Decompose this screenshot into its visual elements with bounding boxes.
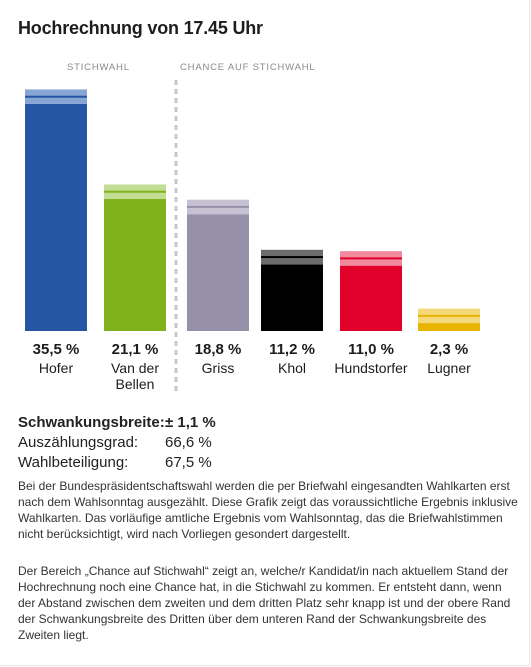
value-label: 2,3 % — [430, 341, 468, 358]
runoff-section-label: STICHWAHL — [67, 62, 130, 73]
stats-table: Schwankungsbreite: ± 1,1 % Auszählungsgr… — [18, 413, 216, 473]
estimate-line — [261, 256, 323, 259]
category-label: Hundstorfer — [334, 360, 407, 376]
stat-value: 66,6 % — [165, 434, 212, 451]
stat-row-counted: Auszählungsgrad: 66,6 % — [18, 433, 216, 453]
category-label: Griss — [202, 360, 235, 376]
bar — [418, 323, 480, 331]
bar — [104, 199, 166, 331]
value-label: 11,2 % — [269, 341, 315, 358]
info-paragraph-postal-vote: Bei der Bundespräsidentschaftswahl werde… — [18, 479, 518, 541]
stat-label: Wahlbeteiligung: — [18, 454, 129, 471]
estimate-line — [340, 257, 402, 260]
bar — [187, 214, 249, 331]
category-label: Lugner — [427, 360, 471, 376]
value-label: 21,1 % — [112, 341, 159, 358]
category-label: Hofer — [39, 360, 74, 376]
bar — [340, 265, 402, 331]
stat-row-margin: Schwankungsbreite: ± 1,1 % — [18, 413, 216, 433]
estimate-line — [418, 314, 480, 317]
value-label: 11,0 % — [348, 341, 394, 358]
value-label: 35,5 % — [33, 341, 80, 358]
stat-value: ± 1,1 % — [165, 414, 216, 431]
stat-label: Auszählungsgrad: — [18, 434, 139, 451]
info-paragraph-runoff-chance: Der Bereich „Chance auf Stichwahl“ zeigt… — [18, 564, 511, 642]
value-label: 18,8 % — [195, 341, 242, 358]
bar — [261, 264, 323, 331]
bar — [25, 103, 87, 332]
stat-value: 67,5 % — [165, 454, 212, 471]
stat-row-turnout: Wahlbeteiligung: 67,5 % — [18, 453, 216, 473]
category-label: Bellen — [116, 376, 155, 392]
estimate-line — [25, 95, 87, 98]
estimate-line — [104, 190, 166, 193]
stat-label: Schwankungsbreite: — [18, 414, 165, 431]
category-label: Khol — [278, 360, 306, 376]
estimate-line — [187, 205, 249, 208]
chance-section-label: CHANCE AUF STICHWAHL — [180, 62, 316, 73]
category-label: Van der — [111, 360, 159, 376]
chart-title: Hochrechnung von 17.45 Uhr — [18, 18, 263, 38]
